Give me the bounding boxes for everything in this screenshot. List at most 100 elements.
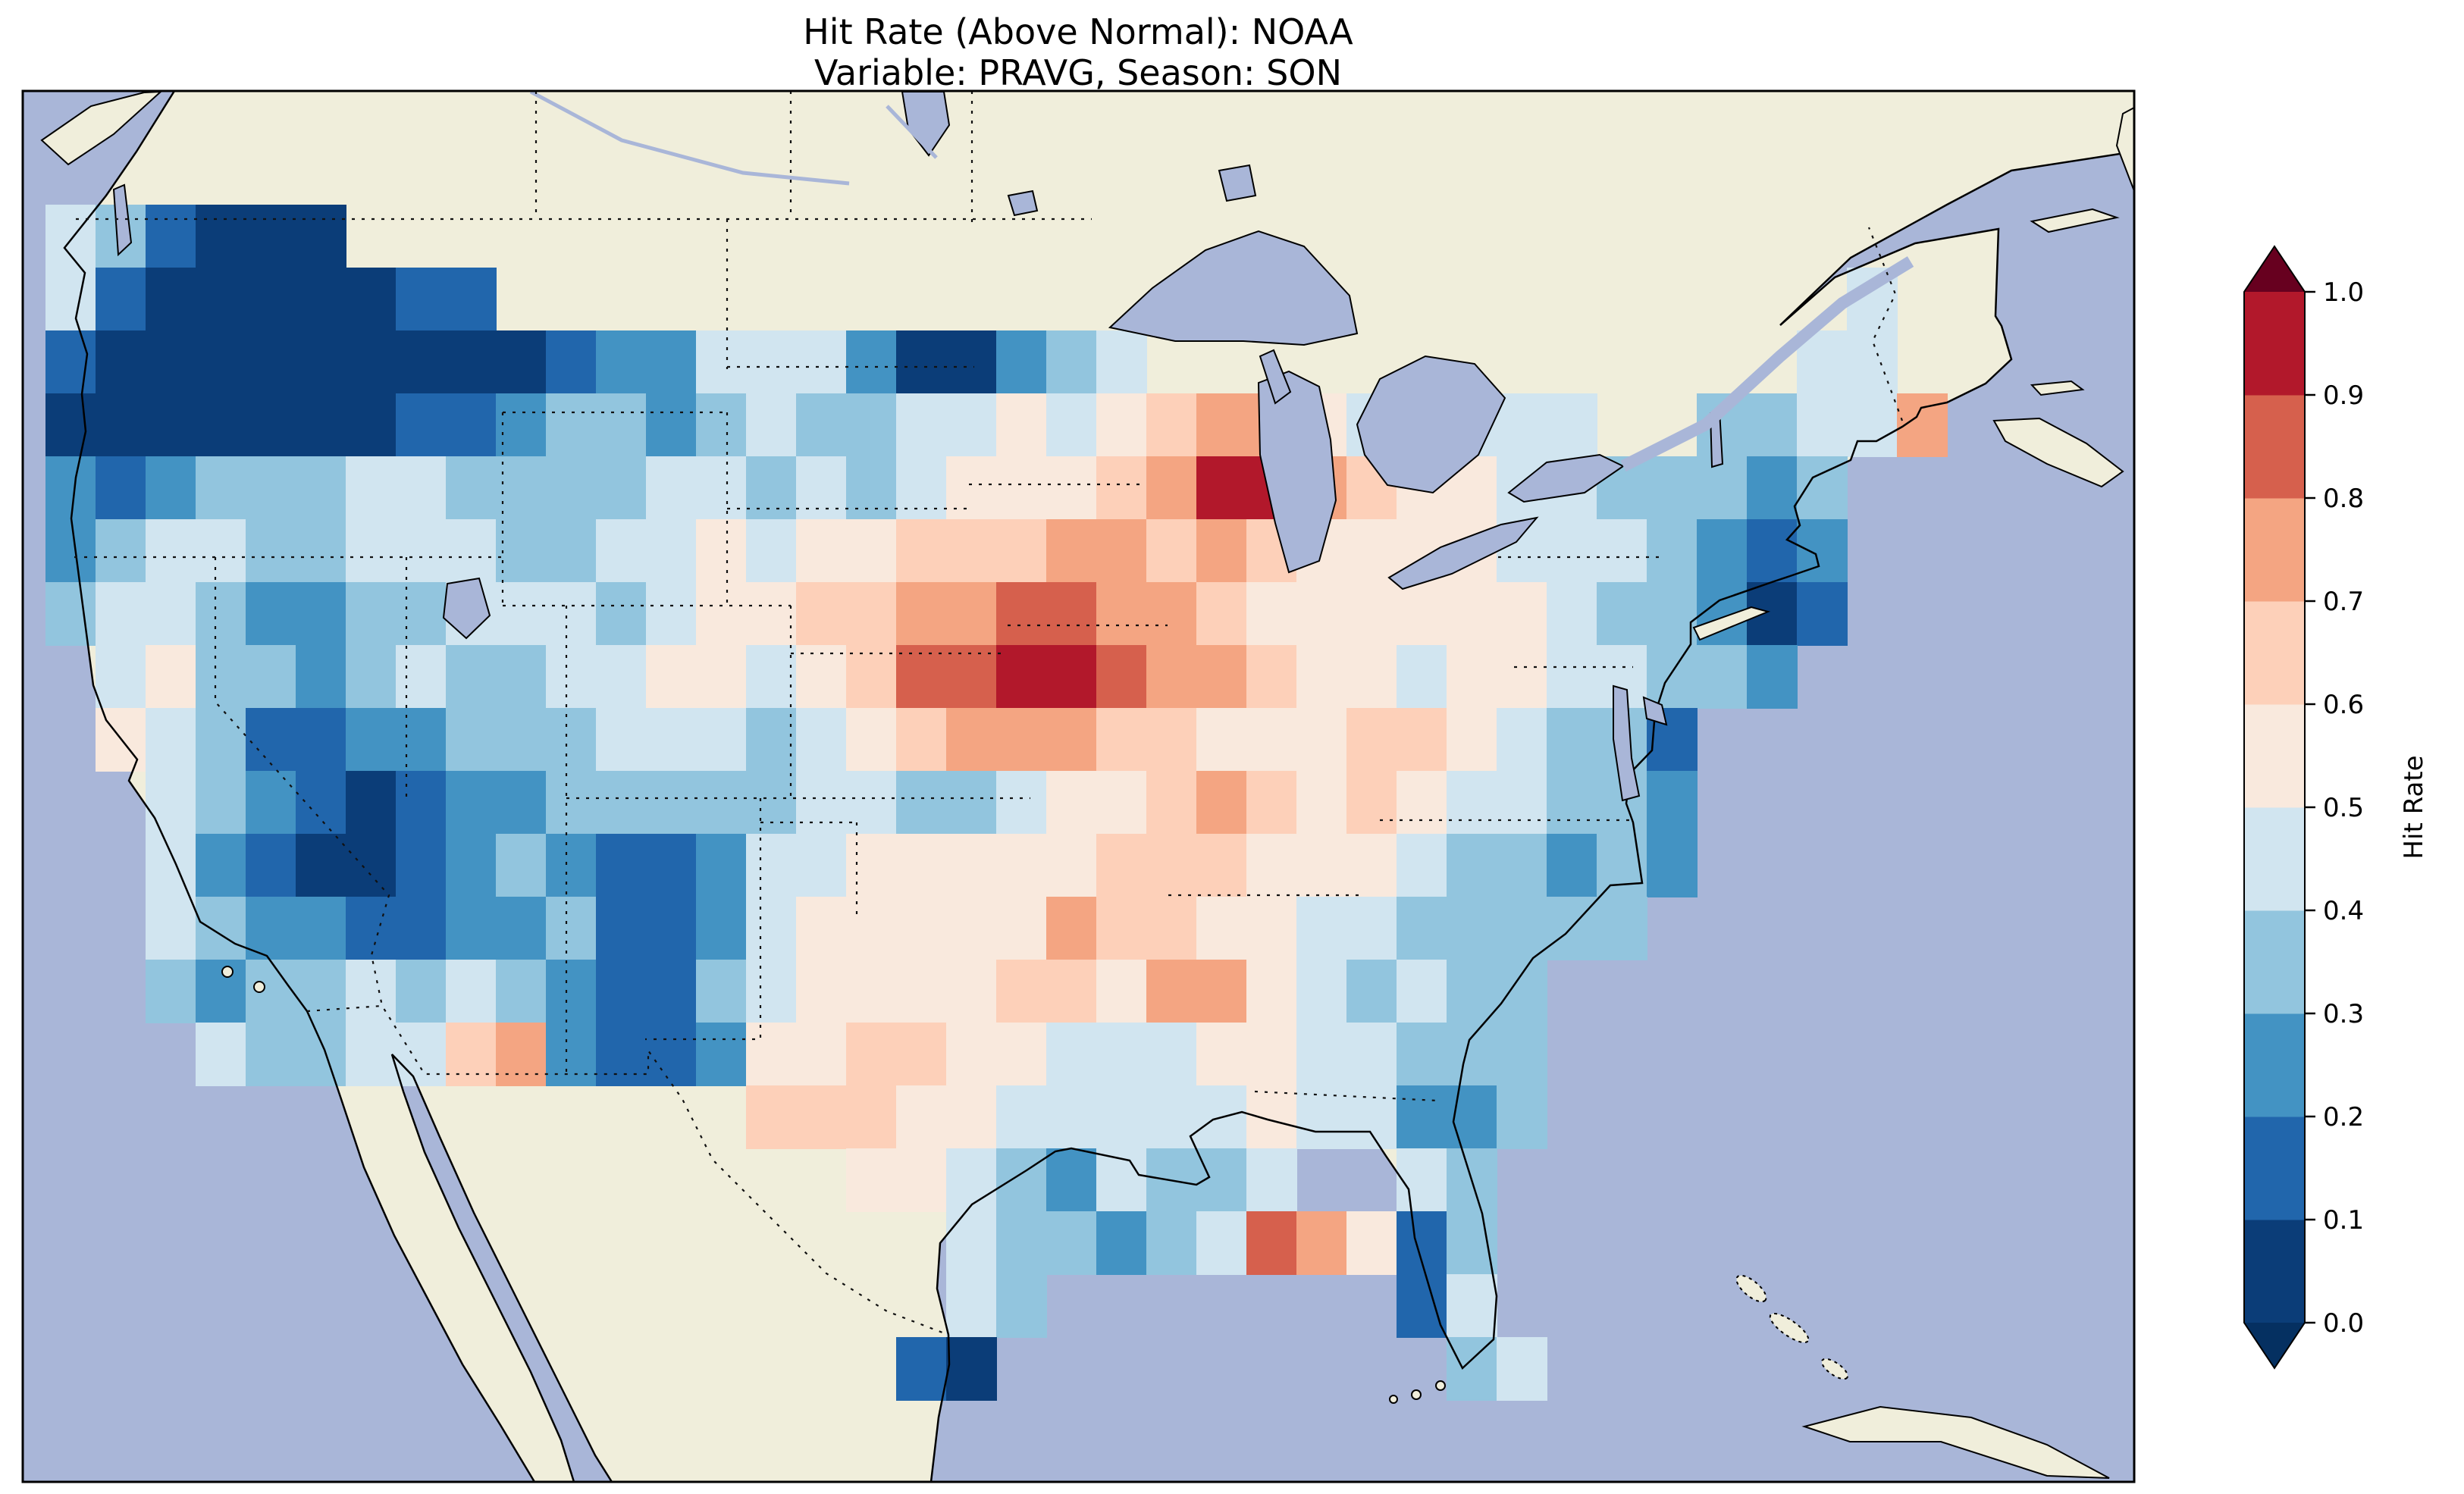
grid-cell <box>1447 960 1497 1023</box>
grid-cell <box>1146 456 1197 520</box>
grid-cell <box>596 582 647 646</box>
colorbar-band <box>2244 910 2305 1014</box>
grid-cell <box>1346 519 1397 583</box>
florida-key-2 <box>1411 1389 1422 1400</box>
grid-cell <box>946 456 997 520</box>
grid-cell <box>696 897 747 960</box>
grid-cell <box>1146 708 1197 772</box>
grid-cell <box>1797 519 1848 583</box>
grid-cell <box>946 519 997 583</box>
grid-cell <box>846 1023 897 1086</box>
grid-cell <box>1547 708 1597 772</box>
colorbar-band <box>2244 807 2305 911</box>
grid-cell <box>1647 645 1698 709</box>
lake-superior <box>1108 230 1359 346</box>
grid-cell <box>896 393 947 457</box>
grid-cell <box>1096 1211 1147 1275</box>
st-lawrence-river <box>1620 256 1914 472</box>
grid-cell <box>1397 582 1447 646</box>
colorbar-extend-low-arrow <box>2244 1323 2305 1368</box>
grid-cell <box>446 771 497 835</box>
islands <box>40 91 2134 1479</box>
grid-cell <box>1046 393 1097 457</box>
grid-cell <box>1246 582 1297 646</box>
grid-cell <box>96 268 146 331</box>
lake-huron <box>1356 355 1506 494</box>
grid-cell <box>146 268 196 331</box>
grid-cell <box>246 519 296 583</box>
grid-cell <box>346 771 397 835</box>
grid-cell <box>496 960 547 1023</box>
grid-cell <box>1346 645 1397 709</box>
grid-cell <box>1296 834 1347 897</box>
grid-cell <box>296 960 346 1023</box>
grid-cell <box>1246 1211 1297 1275</box>
grid-cell <box>1397 960 1447 1023</box>
grid-cell <box>1847 330 1898 394</box>
grid-cell <box>596 771 647 835</box>
grid-cell <box>896 1023 947 1086</box>
grid-cell <box>296 330 346 394</box>
grid-cell <box>1296 1085 1347 1149</box>
grid-cell <box>296 205 346 268</box>
grid-cell <box>996 1023 1047 1086</box>
grid-cell <box>846 771 897 835</box>
grid-cell <box>496 645 547 709</box>
grid-cell <box>596 897 647 960</box>
grid-cell <box>1397 1023 1447 1086</box>
grid-cell <box>746 960 797 1023</box>
grid-cell <box>1447 1023 1497 1086</box>
grid-cell <box>1346 1211 1397 1275</box>
grid-cell <box>1397 897 1447 960</box>
colorbar-tick-label: 0.4 <box>2323 896 2364 926</box>
grid-cell <box>1547 582 1597 646</box>
grid-cell <box>1647 834 1698 897</box>
grid-cell <box>1046 834 1097 897</box>
grid-cell <box>1046 519 1097 583</box>
grid-cell <box>996 393 1047 457</box>
grid-cell <box>946 1274 997 1338</box>
grid-cell <box>346 960 397 1023</box>
grid-cell <box>446 960 497 1023</box>
grid-cell <box>946 897 997 960</box>
grid-cell <box>196 393 246 457</box>
grid-cell <box>646 645 697 709</box>
grid-cell <box>596 645 647 709</box>
grid-cell <box>1547 771 1597 835</box>
grid-cell <box>196 519 246 583</box>
newfoundland-sliver <box>2115 106 2134 192</box>
grid-cell <box>346 456 397 520</box>
grid-cell <box>996 1085 1047 1149</box>
grid-cell <box>896 1085 947 1149</box>
grid-cell <box>146 582 196 646</box>
grid-cell <box>996 1148 1047 1212</box>
grid-cell <box>1497 1023 1547 1086</box>
grid-cell <box>1096 456 1147 520</box>
grid-cell <box>1346 1023 1397 1086</box>
grid-cell <box>996 960 1047 1023</box>
grid-cell <box>1246 708 1297 772</box>
grid-cell <box>1497 771 1547 835</box>
grid-cell <box>546 897 597 960</box>
grid-cell <box>1146 834 1197 897</box>
grid-cell <box>1046 330 1097 394</box>
grid-cell <box>146 960 196 1023</box>
grid-cell <box>296 582 346 646</box>
grid-cell <box>246 645 296 709</box>
grid-cell <box>1046 708 1097 772</box>
grid-cell <box>796 393 847 457</box>
lake-of-the-woods <box>1007 189 1039 217</box>
grid-cell <box>246 393 296 457</box>
grid-cell <box>1246 1085 1297 1149</box>
colorbar-tick-label: 1.0 <box>2323 277 2364 308</box>
grid-cell <box>196 771 246 835</box>
grid-cell <box>996 645 1047 709</box>
grid-cell <box>196 897 246 960</box>
grid-cell <box>1747 645 1798 709</box>
grid-cell <box>1647 519 1698 583</box>
grid-cell <box>1096 519 1147 583</box>
grid-cell <box>1046 1211 1097 1275</box>
grid-cell <box>496 708 547 772</box>
grid-cell <box>1246 1023 1297 1086</box>
grid-cell <box>346 1023 397 1086</box>
